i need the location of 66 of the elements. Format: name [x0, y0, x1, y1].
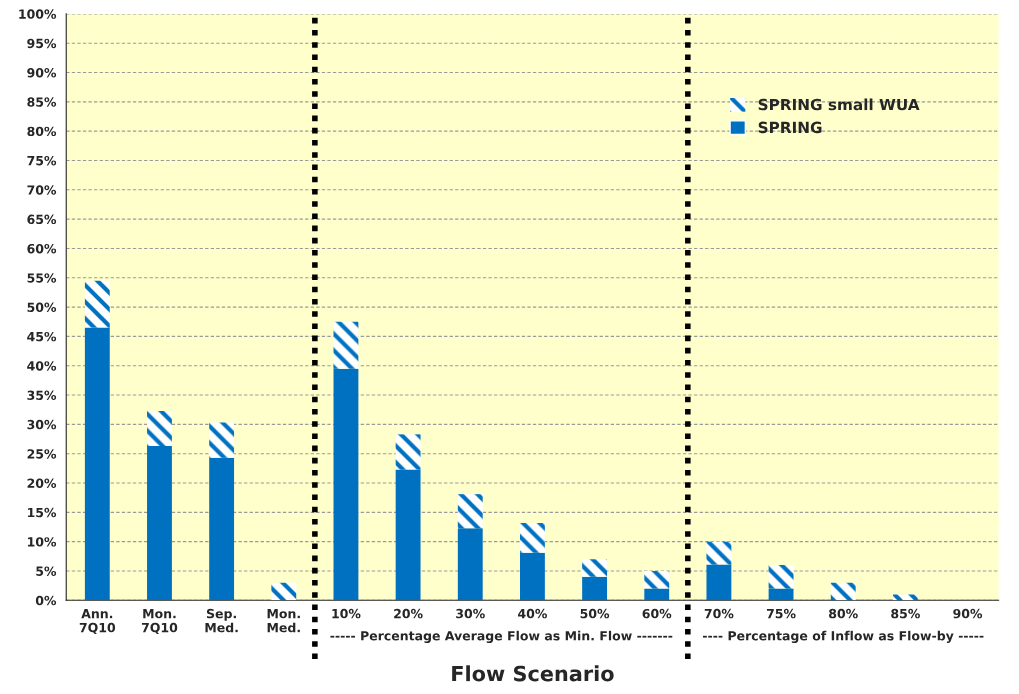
x-tick-label: Sep. Med.: [205, 608, 238, 633]
y-tick-label: 75%: [27, 155, 57, 166]
x-tick-label: Ann. 7Q10: [79, 609, 116, 634]
bar: [768, 588, 794, 601]
x-tick-label: 50%: [580, 608, 610, 619]
bar: [520, 552, 545, 601]
x-tick-label: 20%: [394, 608, 423, 619]
bar: [84, 327, 110, 601]
y-tick-label: 70%: [27, 185, 57, 195]
x-tick-label: 10%: [332, 608, 361, 619]
bar: [147, 446, 172, 601]
y-tick-label: 20%: [27, 478, 57, 488]
x-tick-label: Mon. 7Q10: [141, 609, 178, 634]
x-tick-label: 70%: [704, 608, 734, 619]
bar: [768, 565, 794, 589]
bar: [644, 588, 670, 601]
y-tick-label: 80%: [27, 126, 57, 137]
bar: [830, 582, 856, 601]
y-tick-label: 30%: [27, 419, 57, 430]
bar: [333, 368, 359, 601]
bar: [582, 576, 608, 601]
x-tick-label: 75%: [766, 608, 796, 619]
y-tick-label: 5%: [36, 566, 57, 576]
y-tick-label: 90%: [27, 67, 57, 78]
bar: [147, 410, 172, 447]
bar: [892, 594, 918, 601]
legend-label: SPRING small WUA: [758, 98, 920, 111]
bar: [209, 422, 235, 458]
bar: [395, 434, 421, 470]
x-tick-label: 85%: [891, 608, 920, 619]
bar: [457, 494, 483, 529]
y-tick-label: 95%: [27, 38, 57, 49]
y-tick-label: 65%: [27, 214, 57, 225]
y-tick-label: 0%: [35, 595, 57, 606]
bar: [457, 528, 483, 601]
x-tick-label: 60%: [642, 608, 672, 619]
bar: [84, 280, 110, 328]
x-tick-label: Mon. Med.: [267, 609, 300, 633]
y-tick-label: 15%: [28, 507, 57, 518]
bar: [644, 570, 670, 589]
bar: [333, 321, 359, 369]
x-axis-title: Flow Scenario: [452, 665, 614, 682]
bar: [706, 541, 732, 565]
y-tick-label: 85%: [27, 97, 57, 107]
y-tick-label: 35%: [27, 390, 57, 400]
bar: [520, 522, 545, 553]
y-tick-label: 60%: [27, 243, 57, 254]
y-tick-label: 45%: [27, 331, 57, 342]
x-tick-label: 90%: [953, 608, 983, 619]
x-tick-label: 40%: [518, 608, 547, 619]
bar: [582, 559, 608, 577]
y-tick-label: 55%: [27, 273, 57, 283]
y-tick-label: 50%: [27, 302, 57, 313]
bar: [209, 457, 235, 601]
y-tick-label: 10%: [28, 537, 57, 547]
bar: [271, 582, 297, 601]
bar: [706, 564, 732, 601]
legend-label: SPRING: [758, 121, 822, 134]
x-tick-label: 80%: [829, 608, 858, 619]
text: ----- Percentage Average Flow as Min. Flow -------: [330, 630, 673, 643]
y-tick-label: 25%: [27, 449, 57, 459]
y-tick-label: 40%: [27, 361, 57, 371]
y-tick-label: 100%: [19, 9, 57, 19]
bar: [395, 469, 421, 601]
text: ---- Percentage of Inflow as Flow-by -----: [703, 630, 984, 643]
x-tick-label: 30%: [456, 608, 485, 619]
